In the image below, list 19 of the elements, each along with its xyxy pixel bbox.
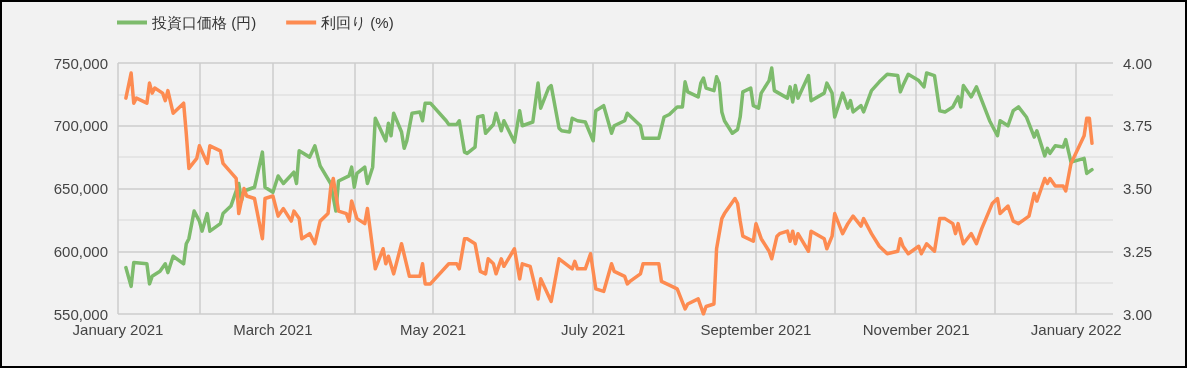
- y2-tick-label: 3.25: [1123, 242, 1153, 260]
- y-tick-label: 550,000: [53, 305, 108, 323]
- y-tick-label: 650,000: [53, 180, 108, 197]
- x-tick-label: November 2021: [862, 321, 970, 338]
- y-tick-label: 700,000: [53, 117, 108, 135]
- legend-label: 投資口価格 (円): [151, 14, 257, 31]
- x-tick-label: July 2021: [561, 321, 626, 338]
- x-tick-label: September 2021: [700, 321, 812, 338]
- x-tick-label: May 2021: [400, 321, 466, 338]
- legend-label: 利回り (%): [321, 14, 394, 31]
- y-tick-label: 600,000: [53, 242, 108, 260]
- x-tick-label: January 2021: [72, 321, 164, 338]
- y-tick-label: 750,000: [53, 54, 108, 72]
- y2-tick-label: 3.50: [1123, 180, 1153, 197]
- y2-tick-label: 4.00: [1123, 54, 1153, 72]
- y2-tick-label: 3.75: [1123, 117, 1153, 135]
- y2-tick-label: 3.00: [1123, 305, 1153, 323]
- x-tick-label: March 2021: [233, 321, 313, 338]
- x-tick-label: January 2022: [1030, 321, 1122, 338]
